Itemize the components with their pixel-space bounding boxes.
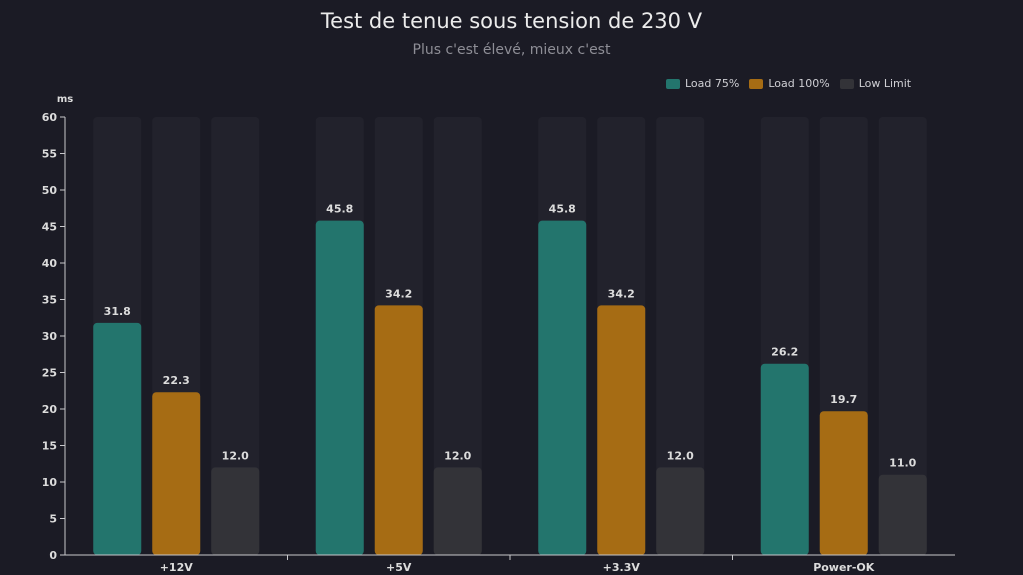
legend-label-load-75: Load 75% xyxy=(685,77,740,90)
data-label-5v-load-75: 45.8 xyxy=(326,203,353,216)
y-tick-label-15: 15 xyxy=(42,440,57,453)
y-tick-label-35: 35 xyxy=(42,294,57,307)
data-label-5v-low-limit: 12.0 xyxy=(444,449,471,462)
bar-3-3v-low-limit[interactable] xyxy=(656,467,705,555)
data-label-3-3v-load-100: 34.2 xyxy=(608,287,635,300)
bar-5v-load-75[interactable] xyxy=(315,220,364,555)
bar-power-ok-load-100[interactable] xyxy=(819,411,868,555)
legend-item-load-75[interactable]: Load 75% xyxy=(666,77,739,90)
chart-legend: Load 75% Load 100% Low Limit xyxy=(666,77,921,90)
x-tick-label-power-ok: Power-OK xyxy=(813,561,875,574)
bar-12v-load-75[interactable] xyxy=(93,322,142,555)
y-tick-label-5: 5 xyxy=(49,513,57,526)
y-tick-label-55: 55 xyxy=(42,148,57,161)
y-tick-label-0: 0 xyxy=(49,549,57,562)
data-label-3-3v-load-75: 45.8 xyxy=(549,203,576,216)
bar-track-3-3v-low-limit xyxy=(656,117,705,555)
bar-12v-low-limit[interactable] xyxy=(211,467,260,555)
y-tick-label-30: 30 xyxy=(42,330,58,343)
bar-12v-load-100[interactable] xyxy=(152,392,201,555)
y-tick-label-10: 10 xyxy=(42,476,58,489)
chart-subtitle: Plus c'est élevé, mieux c'est xyxy=(412,42,611,58)
bar-power-ok-low-limit[interactable] xyxy=(878,474,927,555)
y-tick-label-20: 20 xyxy=(42,403,58,416)
data-label-3-3v-low-limit: 12.0 xyxy=(667,449,694,462)
legend-label-low-limit: Low Limit xyxy=(858,77,912,90)
bar-power-ok-load-75[interactable] xyxy=(760,363,809,555)
bar-track-power-ok-low-limit xyxy=(878,117,927,555)
data-label-5v-load-100: 34.2 xyxy=(385,287,412,300)
x-tick-label-3-3v: +3.3V xyxy=(603,561,641,574)
y-axis-label: ms xyxy=(57,94,73,105)
data-label-12v-load-75: 31.8 xyxy=(104,305,131,318)
legend-swatch-low-limit xyxy=(839,78,854,89)
bar-track-12v-low-limit xyxy=(211,117,260,555)
data-label-power-ok-low-limit: 11.0 xyxy=(889,457,916,470)
x-tick-label-12v: +12V xyxy=(160,561,194,574)
bar-3-3v-load-75[interactable] xyxy=(538,220,587,555)
data-label-power-ok-load-100: 19.7 xyxy=(830,393,857,406)
data-label-12v-load-100: 22.3 xyxy=(163,374,190,387)
data-label-power-ok-load-75: 26.2 xyxy=(771,346,798,359)
bar-5v-load-100[interactable] xyxy=(374,305,423,555)
y-tick-label-40: 40 xyxy=(42,257,58,270)
legend-swatch-load-100 xyxy=(749,78,764,89)
y-tick-label-50: 50 xyxy=(42,184,58,197)
y-tick-label-60: 60 xyxy=(42,111,58,124)
bar-3-3v-load-100[interactable] xyxy=(597,305,646,555)
chart-title: Test de tenue sous tension de 230 V xyxy=(320,9,703,33)
bar-track-5v-low-limit xyxy=(433,117,482,555)
data-label-12v-low-limit: 12.0 xyxy=(222,449,249,462)
y-tick-label-45: 45 xyxy=(42,221,57,234)
x-tick-label-5v: +5V xyxy=(386,561,412,574)
legend-item-low-limit[interactable]: Low Limit xyxy=(839,77,912,90)
legend-label-load-100: Load 100% xyxy=(768,77,830,90)
legend-item-load-100[interactable]: Load 100% xyxy=(749,77,830,90)
y-tick-label-25: 25 xyxy=(42,367,57,380)
bar-5v-low-limit[interactable] xyxy=(433,467,482,555)
legend-swatch-load-75 xyxy=(666,78,680,89)
